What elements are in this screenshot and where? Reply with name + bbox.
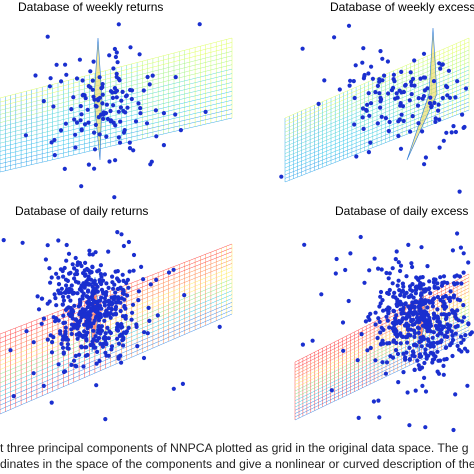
panel-daily-returns: Database of daily returns — [0, 202, 237, 438]
scatter-points — [300, 231, 474, 433]
panel-title-weekly-excess: Database of weekly excess — [330, 0, 474, 14]
scatter-points — [1, 230, 222, 422]
figure-caption: t three principal components of NNPCA pl… — [0, 440, 474, 474]
caption-line-1: t three principal components of NNPCA pl… — [0, 441, 469, 455]
caption-line-2: dinates in the space of the components a… — [0, 457, 474, 471]
scatter-points — [23, 22, 208, 200]
scatter-points — [279, 23, 469, 194]
panel-title-daily-returns: Database of daily returns — [15, 204, 149, 218]
mesh-fold — [406, 27, 438, 161]
mesh-plot-weekly-returns — [0, 22, 233, 200]
mesh-plot-daily-excess — [294, 231, 474, 433]
panel-title-weekly-returns: Database of weekly returns — [18, 0, 164, 14]
panel-title-daily-excess: Database of daily excess — [335, 204, 469, 218]
mesh-plot-daily-returns — [0, 230, 233, 422]
panel-weekly-returns: Database of weekly returns — [0, 0, 237, 210]
panel-weekly-excess: Database of weekly excess — [237, 0, 474, 210]
mesh-grid — [284, 37, 470, 183]
mesh-plot-weekly-excess — [279, 23, 470, 194]
panel-daily-excess: Database of daily excess — [237, 202, 474, 438]
